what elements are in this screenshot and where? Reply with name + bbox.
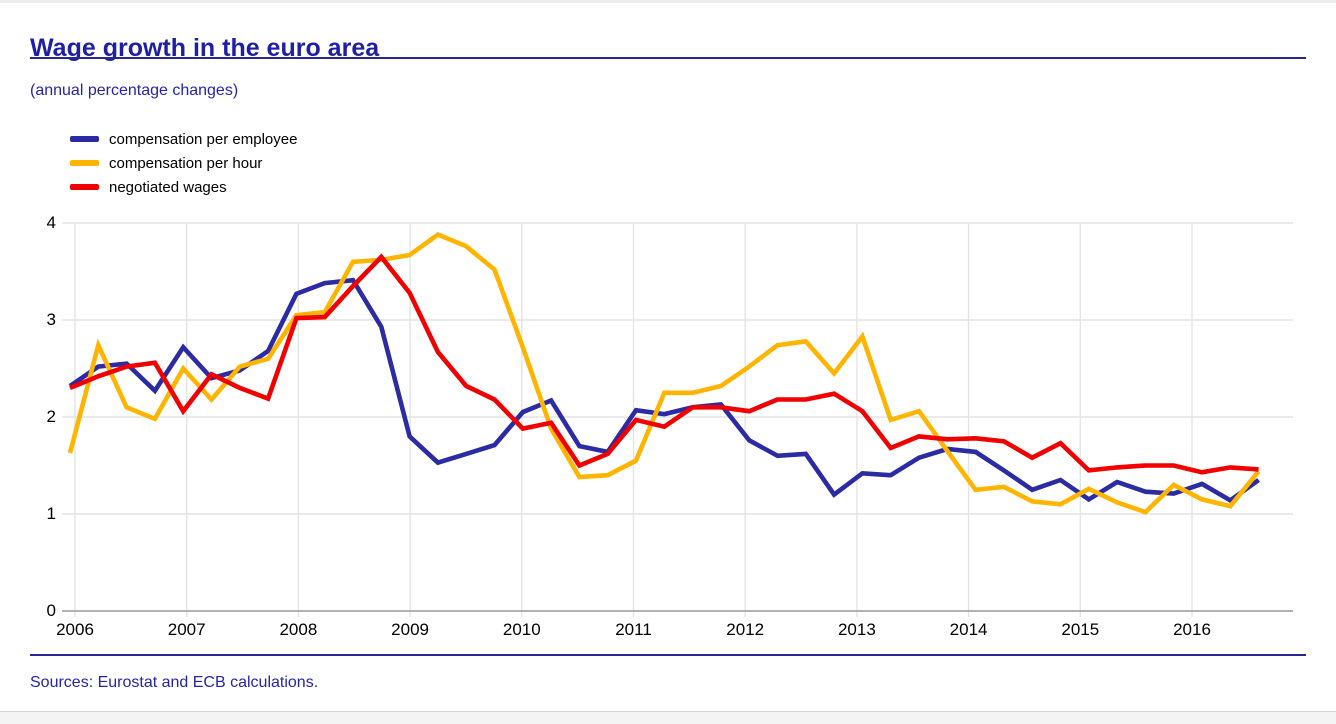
legend-item-compensation-per-employee: compensation per employee (70, 127, 297, 151)
x-axis-label-2016: 2016 (1173, 620, 1211, 639)
x-axis-label-2013: 2013 (837, 620, 876, 639)
x-axis-label-2006: 2006 (56, 620, 94, 639)
legend-label: compensation per hour (109, 154, 263, 172)
x-axis-label-2007: 2007 (167, 620, 206, 639)
x-axis-label-2014: 2014 (949, 620, 988, 639)
legend-swatch-blue (70, 136, 99, 142)
window-top-edge (0, 0, 1336, 3)
legend-label: compensation per employee (109, 130, 298, 148)
y-axis-label-3: 3 (46, 310, 56, 329)
x-axis-label-2010: 2010 (502, 620, 541, 639)
footer-divider (30, 654, 1306, 656)
series-line-compensation-per-employee (68, 277, 1260, 504)
x-axis-label-2008: 2008 (279, 620, 318, 639)
x-axis-label-2009: 2009 (391, 620, 429, 639)
y-axis-label-1: 1 (46, 504, 56, 523)
x-axis-label-2011: 2011 (615, 620, 652, 639)
y-axis-label-4: 4 (46, 213, 56, 232)
source-note: Sources: Eurostat and ECB calculations. (30, 674, 319, 691)
y-axis-label-2: 2 (46, 407, 56, 426)
legend-item-negotiated-wages: negotiated wages (70, 175, 297, 199)
x-axis-label-2012: 2012 (726, 620, 765, 639)
series-line-negotiated-wages (69, 253, 1259, 475)
chart-subtitle: (annual percentage changes) (30, 82, 239, 99)
title-divider (30, 57, 1306, 59)
y-axis-label-0: 0 (46, 601, 56, 620)
legend-swatch-yellow (70, 160, 99, 166)
legend-swatch-red (70, 184, 99, 190)
window-bottom-edge (0, 711, 1336, 724)
series-line-compensation-per-hour (67, 231, 1261, 515)
legend-item-compensation-per-hour: compensation per hour (70, 151, 297, 175)
x-axis-label-2015: 2015 (1061, 620, 1100, 639)
legend-label: negotiated wages (109, 178, 227, 196)
chart-legend: compensation per employee compensation p… (70, 127, 297, 199)
